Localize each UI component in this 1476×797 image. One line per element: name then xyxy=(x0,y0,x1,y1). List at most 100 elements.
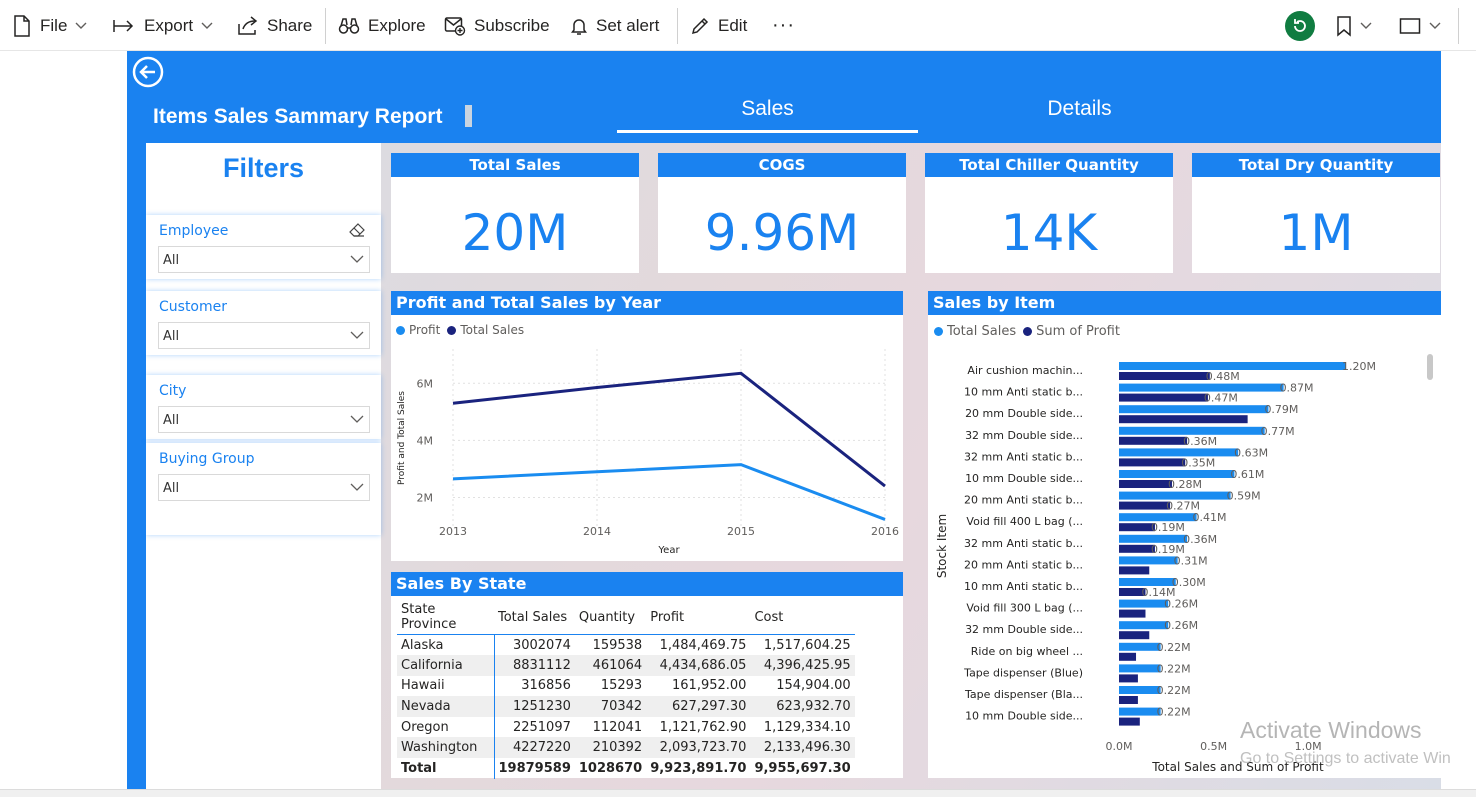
set-alert-button[interactable]: Set alert xyxy=(570,0,659,51)
bar-total-sales xyxy=(1119,556,1178,565)
bar-total-sales xyxy=(1119,362,1346,370)
bar-total-sales xyxy=(1119,405,1269,414)
file-icon xyxy=(14,14,30,37)
activate-windows-title: Activate Windows xyxy=(1240,717,1422,743)
data-label: 0.28M xyxy=(1168,478,1202,491)
table-cell: 2,133,496.30 xyxy=(750,737,855,759)
explore-button[interactable]: Explore xyxy=(338,0,426,51)
slicer-buying-group: Buying Group All xyxy=(146,443,381,535)
table-row[interactable]: Oregon 2251097 112041 1,121,762.90 1,129,334… xyxy=(397,716,855,738)
active-tab-indicator xyxy=(617,130,918,133)
table-cell: Hawaii xyxy=(397,675,495,697)
bar-total-sales xyxy=(1119,642,1161,651)
x-tick-label: 2014 xyxy=(583,525,611,538)
bar-total-sales xyxy=(1119,707,1161,716)
table-row[interactable]: California 8831112 461064 4,434,686.05 4,396… xyxy=(397,655,855,676)
bar-chart-legend: Total Sales Sum of Profit xyxy=(934,324,1120,339)
y-tick-label: 2M xyxy=(417,491,434,504)
export-menu[interactable]: Export xyxy=(112,0,213,51)
table-row[interactable]: Alaska 3002074 159538 1,484,469.75 1,517,604… xyxy=(397,634,855,656)
share-button[interactable]: Share xyxy=(237,0,312,51)
category-label: Tape dispenser (Bla... xyxy=(964,688,1083,701)
data-label: 0.47M xyxy=(1204,392,1238,405)
bar-chart-visual[interactable]: Sales by Item Total Sales Sum of Profit … xyxy=(928,291,1441,778)
visual-title: Sales by Item xyxy=(928,291,1441,315)
subscribe-button[interactable]: Subscribe xyxy=(444,0,550,51)
data-label: 0.22M xyxy=(1157,706,1191,719)
table-cell: 1,121,762.90 xyxy=(659,719,747,735)
subscribe-label: Subscribe xyxy=(474,15,550,35)
toolbar-divider xyxy=(677,8,678,44)
view-icon xyxy=(1399,17,1421,34)
card-total-sales[interactable]: Total Sales 20M xyxy=(391,153,639,273)
y-tick-label: 4M xyxy=(417,434,434,447)
table-cell: 70342 xyxy=(574,696,647,717)
table-cell: Nevada xyxy=(397,696,495,717)
filters-panel: Filters Employee All Customer All City A… xyxy=(146,143,381,789)
x-tick-label: 1.0M xyxy=(1295,740,1322,753)
tab-details[interactable]: Details xyxy=(1047,97,1112,120)
data-label: 0.22M xyxy=(1157,641,1191,654)
bookmark-menu[interactable] xyxy=(1336,0,1372,51)
buying-group-dropdown[interactable]: All xyxy=(158,474,370,501)
bar-sum-of-profit xyxy=(1119,501,1171,510)
customer-dropdown[interactable]: All xyxy=(158,322,370,349)
sales-by-state-visual[interactable]: Sales By State State Province Total Sale… xyxy=(391,572,903,779)
toolbar-divider xyxy=(325,8,326,44)
card-title: Total Sales xyxy=(391,153,639,177)
employee-dropdown[interactable]: All xyxy=(158,246,370,273)
data-label: 0.30M xyxy=(1172,576,1206,589)
category-label: Void fill 300 L bag (... xyxy=(966,602,1083,615)
scrollbar-thumb[interactable] xyxy=(1427,354,1433,380)
eraser-icon[interactable] xyxy=(349,223,365,237)
table-cell: 159538 xyxy=(592,637,643,653)
bar-sum-of-profit xyxy=(1119,631,1150,640)
legend-item-total-sales[interactable]: Total Sales xyxy=(460,323,525,337)
dropdown-value: All xyxy=(163,253,180,268)
table-row[interactable]: Hawaii 316856 15293 161,952.00 154,904.00 xyxy=(397,675,855,697)
legend-item-sum-of-profit[interactable]: Sum of Profit xyxy=(1036,324,1120,339)
table-row[interactable]: Washington 4227220 210392 2,093,723.70 2,133… xyxy=(397,737,855,759)
data-label: 0.26M xyxy=(1164,619,1198,632)
chevron-down-icon xyxy=(350,255,364,263)
visual-title: Profit and Total Sales by Year xyxy=(391,291,903,315)
city-dropdown[interactable]: All xyxy=(158,406,370,433)
column-header[interactable]: State Province xyxy=(397,600,494,635)
dropdown-value: All xyxy=(163,329,180,344)
legend-dot xyxy=(934,327,943,336)
edit-button[interactable]: Edit xyxy=(690,0,747,51)
more-options-button[interactable]: ··· xyxy=(772,0,795,51)
slicer-label: Customer xyxy=(159,299,228,315)
column-header[interactable]: Profit xyxy=(646,600,751,635)
category-label: Tape dispenser (Blue) xyxy=(963,666,1083,679)
table-cell: 19879589 xyxy=(498,760,571,776)
back-arrow-icon[interactable] xyxy=(132,56,164,88)
file-label: File xyxy=(40,15,68,35)
binoculars-icon xyxy=(338,17,360,34)
category-label: Void fill 400 L bag (... xyxy=(966,515,1083,528)
table-body: Alaska 3002074 159538 1,484,469.75 1,517,604… xyxy=(397,634,855,779)
bar-total-sales xyxy=(1119,383,1284,392)
card-total-chiller-quantity[interactable]: Total Chiller Quantity 14K xyxy=(925,153,1173,273)
card-total-dry-quantity[interactable]: Total Dry Quantity 1M xyxy=(1192,153,1440,273)
tab-sales[interactable]: Sales xyxy=(741,97,794,120)
legend-item-profit[interactable]: Profit xyxy=(409,323,441,337)
table-row[interactable]: Nevada 1251230 70342 627,297.30 623,932.70 xyxy=(397,696,855,717)
table-cell: 3002074 xyxy=(512,637,571,653)
chevron-down-icon xyxy=(1429,22,1441,29)
toolbar: File Export Share Explore Subscribe Set … xyxy=(0,0,1476,51)
line-chart-visual[interactable]: Profit and Total Sales by Year Profit To… xyxy=(391,291,903,561)
report-canvas: Items Sales Sammary Report Sales Details… xyxy=(127,51,1441,789)
file-menu[interactable]: File xyxy=(12,0,87,51)
reset-button[interactable] xyxy=(1285,0,1315,51)
column-header[interactable]: Total Sales xyxy=(494,600,575,635)
view-menu[interactable] xyxy=(1399,0,1441,51)
bar-sum-of-profit xyxy=(1119,717,1140,726)
card-cogs[interactable]: COGS 9.96M xyxy=(658,153,906,273)
data-label: 0.31M xyxy=(1174,554,1208,567)
legend-item-total-sales[interactable]: Total Sales xyxy=(947,324,1017,339)
column-header[interactable]: Cost xyxy=(750,600,855,635)
column-header[interactable]: Quantity xyxy=(574,600,647,635)
bar-sum-of-profit xyxy=(1119,480,1172,488)
slicer-label: Buying Group xyxy=(159,451,255,467)
